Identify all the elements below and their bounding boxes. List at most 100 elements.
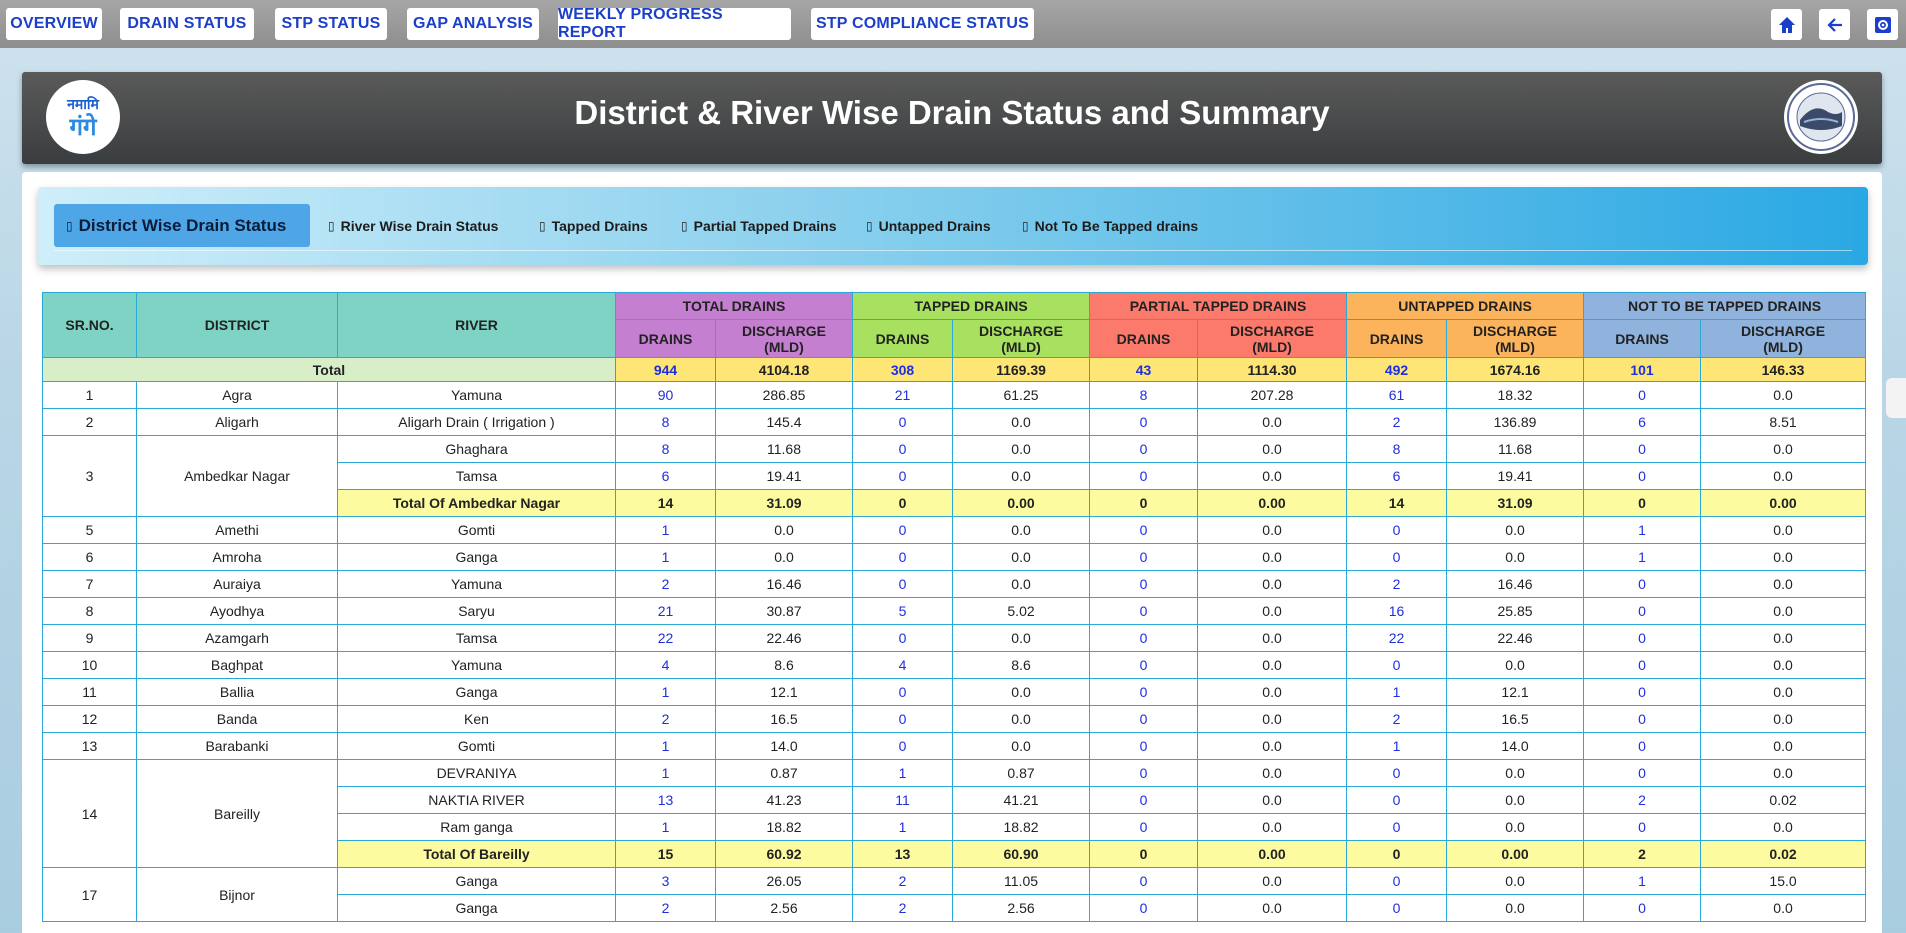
tab-partial-tapped-drains[interactable]: ▯ Partial Tapped Drains	[681, 204, 837, 247]
cell-drain-count-link[interactable]: 0	[1089, 651, 1199, 679]
cell-drain-count-link[interactable]: 0	[852, 732, 954, 760]
cell-drain-count-link[interactable]: 1	[1346, 678, 1448, 706]
cell-drain-count-link[interactable]: 0	[1089, 786, 1199, 814]
cell-drain-count-link[interactable]: 6	[1346, 462, 1448, 490]
cell-drain-count-link[interactable]: 4	[852, 651, 954, 679]
cell-drain-count-link[interactable]: 6	[615, 462, 716, 490]
back-button[interactable]	[1819, 9, 1850, 40]
home-button[interactable]	[1771, 9, 1802, 40]
tab-district-wise-drain-status[interactable]: ▯ District Wise Drain Status	[54, 204, 310, 247]
cell-drain-count-link[interactable]: 1	[615, 678, 716, 706]
settings-button[interactable]	[1867, 9, 1898, 40]
cell-drain-count-link[interactable]: 21	[615, 597, 716, 625]
cell-drain-count-link[interactable]: 0	[852, 678, 954, 706]
cell-drain-count-link[interactable]: 0	[1583, 597, 1702, 625]
cell-drain-count-link[interactable]: 2	[1346, 408, 1448, 436]
cell-drain-count-link[interactable]: 0	[1089, 570, 1199, 598]
cell-drain-count-link[interactable]: 1	[1583, 867, 1702, 895]
cell-drain-count-link[interactable]: 8	[615, 435, 716, 463]
cell-drain-count-link[interactable]: 0	[1583, 732, 1702, 760]
nav-overview[interactable]: OVERVIEW	[6, 8, 102, 40]
cell-drain-count-link[interactable]: 0	[1089, 516, 1199, 544]
total-drain-count-link[interactable]: 492	[1346, 357, 1448, 382]
cell-drain-count-link[interactable]: 11	[852, 786, 954, 814]
tab-tapped-drains[interactable]: ▯ Tapped Drains	[539, 204, 648, 247]
cell-drain-count-link[interactable]: 0	[1346, 759, 1448, 787]
cell-drain-count-link[interactable]: 0	[852, 570, 954, 598]
nav-stp-compliance-status[interactable]: STP COMPLIANCE STATUS	[811, 8, 1034, 40]
cell-drain-count-link[interactable]: 0	[1583, 894, 1702, 922]
total-drain-count-link[interactable]: 43	[1089, 357, 1199, 382]
tab-river-wise-drain-status[interactable]: ▯ River Wise Drain Status	[328, 204, 498, 247]
cell-drain-count-link[interactable]: 4	[615, 651, 716, 679]
cell-drain-count-link[interactable]: 2	[1346, 570, 1448, 598]
cell-drain-count-link[interactable]: 21	[852, 381, 954, 409]
cell-drain-count-link[interactable]: 0	[1346, 894, 1448, 922]
cell-drain-count-link[interactable]: 0	[1583, 462, 1702, 490]
cell-drain-count-link[interactable]: 0	[1089, 408, 1199, 436]
cell-drain-count-link[interactable]: 0	[1089, 813, 1199, 841]
cell-drain-count-link[interactable]: 0	[1346, 516, 1448, 544]
cell-drain-count-link[interactable]: 0	[852, 705, 954, 733]
cell-drain-count-link[interactable]: 90	[615, 381, 716, 409]
cell-drain-count-link[interactable]: 2	[615, 894, 716, 922]
nav-weekly-progress-report[interactable]: WEEKLY PROGRESS REPORT	[558, 6, 791, 41]
cell-drain-count-link[interactable]: 0	[1089, 867, 1199, 895]
cell-drain-count-link[interactable]: 61	[1346, 381, 1448, 409]
cell-drain-count-link[interactable]: 1	[852, 813, 954, 841]
cell-drain-count-link[interactable]: 0	[1089, 759, 1199, 787]
cell-drain-count-link[interactable]: 2	[1346, 705, 1448, 733]
cell-drain-count-link[interactable]: 0	[1583, 813, 1702, 841]
cell-drain-count-link[interactable]: 0	[1346, 543, 1448, 571]
cell-drain-count-link[interactable]: 0	[852, 408, 954, 436]
cell-drain-count-link[interactable]: 1	[615, 759, 716, 787]
cell-drain-count-link[interactable]: 0	[1089, 678, 1199, 706]
cell-drain-count-link[interactable]: 0	[1346, 786, 1448, 814]
side-scroll-handle[interactable]	[1886, 378, 1906, 418]
cell-drain-count-link[interactable]: 0	[1089, 462, 1199, 490]
cell-drain-count-link[interactable]: 8	[615, 408, 716, 436]
cell-drain-count-link[interactable]: 22	[1346, 624, 1448, 652]
cell-drain-count-link[interactable]: 1	[852, 759, 954, 787]
cell-drain-count-link[interactable]: 0	[852, 516, 954, 544]
cell-drain-count-link[interactable]: 2	[852, 894, 954, 922]
cell-drain-count-link[interactable]: 1	[615, 543, 716, 571]
cell-drain-count-link[interactable]: 6	[1583, 408, 1702, 436]
cell-drain-count-link[interactable]: 0	[852, 624, 954, 652]
cell-drain-count-link[interactable]: 1	[615, 516, 716, 544]
cell-drain-count-link[interactable]: 16	[1346, 597, 1448, 625]
cell-drain-count-link[interactable]: 0	[1583, 381, 1702, 409]
cell-drain-count-link[interactable]: 0	[1583, 651, 1702, 679]
cell-drain-count-link[interactable]: 0	[1346, 813, 1448, 841]
cell-drain-count-link[interactable]: 0	[852, 462, 954, 490]
cell-drain-count-link[interactable]: 2	[1583, 786, 1702, 814]
cell-drain-count-link[interactable]: 1	[615, 813, 716, 841]
cell-drain-count-link[interactable]: 13	[615, 786, 716, 814]
cell-drain-count-link[interactable]: 8	[1089, 381, 1199, 409]
cell-drain-count-link[interactable]: 22	[615, 624, 716, 652]
cell-drain-count-link[interactable]: 0	[1583, 570, 1702, 598]
total-drain-count-link[interactable]: 101	[1583, 357, 1702, 382]
cell-drain-count-link[interactable]: 0	[1583, 624, 1702, 652]
cell-drain-count-link[interactable]: 0	[1346, 651, 1448, 679]
nav-gap-analysis[interactable]: GAP ANALYSIS	[407, 8, 539, 40]
cell-drain-count-link[interactable]: 8	[1346, 435, 1448, 463]
cell-drain-count-link[interactable]: 1	[1583, 543, 1702, 571]
cell-drain-count-link[interactable]: 0	[1089, 624, 1199, 652]
cell-drain-count-link[interactable]: 0	[1089, 894, 1199, 922]
cell-drain-count-link[interactable]: 5	[852, 597, 954, 625]
total-drain-count-link[interactable]: 944	[615, 357, 716, 382]
cell-drain-count-link[interactable]: 1	[615, 732, 716, 760]
cell-drain-count-link[interactable]: 0	[852, 543, 954, 571]
cell-drain-count-link[interactable]: 0	[1583, 705, 1702, 733]
nav-drain-status[interactable]: DRAIN STATUS	[120, 8, 254, 40]
cell-drain-count-link[interactable]: 0	[1089, 543, 1199, 571]
cell-drain-count-link[interactable]: 0	[1583, 759, 1702, 787]
tab-untapped-drains[interactable]: ▯ Untapped Drains	[866, 204, 991, 247]
cell-drain-count-link[interactable]: 0	[1089, 705, 1199, 733]
cell-drain-count-link[interactable]: 0	[1583, 435, 1702, 463]
cell-drain-count-link[interactable]: 0	[1089, 732, 1199, 760]
cell-drain-count-link[interactable]: 0	[1346, 867, 1448, 895]
cell-drain-count-link[interactable]: 2	[615, 570, 716, 598]
cell-drain-count-link[interactable]: 1	[1583, 516, 1702, 544]
